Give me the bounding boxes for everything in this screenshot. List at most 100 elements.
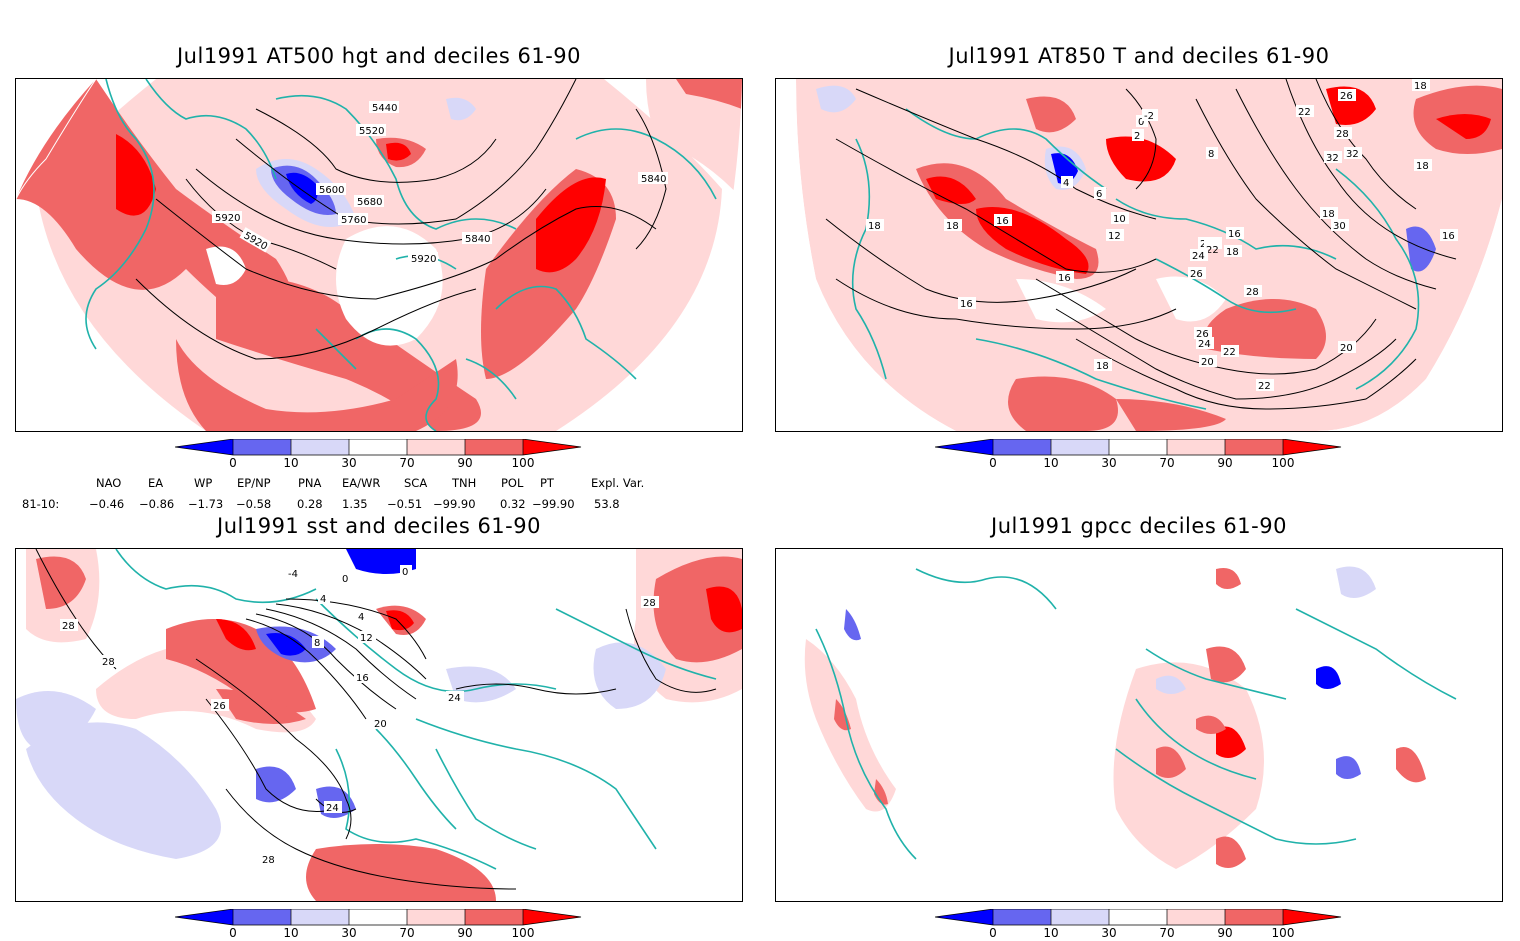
- svg-text:4: 4: [358, 612, 364, 623]
- svg-text:18: 18: [868, 221, 881, 232]
- svg-text:24: 24: [1198, 339, 1211, 350]
- index-name: NAO: [96, 476, 122, 490]
- index-value: 1.35: [342, 497, 368, 511]
- svg-text:5520: 5520: [359, 126, 384, 137]
- svg-text:0: 0: [342, 574, 348, 585]
- colorbar-label: 90: [457, 456, 473, 470]
- svg-text:28: 28: [1246, 287, 1259, 298]
- colorbar-label: 0: [229, 926, 237, 940]
- svg-text:6: 6: [1096, 189, 1102, 200]
- contour-labels: 28 28 26 24 20 16 12 8 4 4 0 -4 0 24 28 …: [60, 565, 659, 866]
- index-value: −99.90: [433, 497, 476, 511]
- colorbar-hgt500: 0 10 30 70 90 100: [175, 439, 595, 471]
- colorbar-label: 70: [399, 926, 415, 940]
- svg-text:20: 20: [374, 719, 387, 730]
- svg-text:20: 20: [1340, 343, 1353, 354]
- svg-text:8: 8: [1208, 149, 1214, 160]
- colorbar-label: 70: [399, 456, 415, 470]
- svg-text:22: 22: [1298, 107, 1311, 118]
- index-period: 81-10:: [22, 497, 60, 511]
- index-value: 0.28: [297, 497, 323, 511]
- colorbar-label: 90: [457, 926, 473, 940]
- colorbar-seg-4: [407, 439, 465, 455]
- svg-text:26: 26: [213, 701, 226, 712]
- svg-text:12: 12: [1108, 231, 1121, 242]
- colorbar-gpcc: 0 10 30 70 90 100: [935, 909, 1355, 941]
- colorbar-seg-3: [349, 439, 407, 455]
- colorbar-label: 100: [511, 456, 535, 470]
- colorbar-seg-0: [175, 439, 233, 455]
- index-name: PT: [540, 476, 554, 490]
- index-value: 0.32: [500, 497, 526, 511]
- svg-text:16: 16: [1058, 273, 1071, 284]
- colorbar-label: 100: [1271, 456, 1295, 470]
- index-name: EA: [148, 476, 164, 490]
- index-name: EP/NP: [237, 476, 271, 490]
- svg-text:18: 18: [1416, 161, 1429, 172]
- svg-text:5840: 5840: [465, 234, 490, 245]
- colorbar-label: 0: [989, 926, 997, 940]
- svg-text:0: 0: [402, 567, 408, 578]
- index-value: −0.86: [139, 497, 175, 511]
- coastlines: [815, 568, 1457, 860]
- svg-text:28: 28: [262, 855, 275, 866]
- index-value: −99.90: [532, 497, 575, 511]
- svg-text:16: 16: [1442, 231, 1455, 242]
- svg-text:16: 16: [356, 673, 369, 684]
- svg-text:28: 28: [102, 657, 115, 668]
- svg-text:28: 28: [62, 621, 75, 632]
- svg-text:24: 24: [1192, 251, 1205, 262]
- svg-text:-2: -2: [1144, 111, 1154, 122]
- svg-text:0: 0: [1138, 117, 1144, 128]
- svg-text:5600: 5600: [319, 185, 344, 196]
- svg-text:24: 24: [326, 803, 339, 814]
- svg-text:18: 18: [1096, 361, 1109, 372]
- colorbar-label: 10: [1043, 456, 1059, 470]
- index-name: POL: [501, 476, 524, 490]
- colorbar-seg-5: [465, 439, 523, 455]
- index-value: 53.8: [594, 497, 620, 511]
- svg-text:28: 28: [1336, 129, 1349, 140]
- panel-title-hgt500: Jul1991 AT500 hgt and deciles 61-90: [176, 44, 582, 68]
- colorbar-label: 10: [283, 456, 299, 470]
- svg-text:32: 32: [1326, 153, 1339, 164]
- svg-text:18: 18: [946, 221, 959, 232]
- map-panel-hgt500: 5440 5520 5600 5680 5760 5840 5920 5920 …: [15, 78, 743, 432]
- svg-text:26: 26: [1340, 91, 1353, 102]
- colorbar-label: 30: [1101, 926, 1117, 940]
- svg-text:26: 26: [1196, 329, 1209, 340]
- svg-text:10: 10: [1113, 214, 1126, 225]
- svg-text:28: 28: [643, 598, 656, 609]
- colorbar-label: 70: [1159, 456, 1175, 470]
- contour-labels: 18 18 16 16 16 12 10 6 4 2 0 -2 8 16 18 …: [866, 79, 1458, 392]
- svg-text:5440: 5440: [372, 103, 397, 114]
- svg-text:16: 16: [996, 216, 1009, 227]
- index-name: WP: [194, 476, 213, 490]
- index-name: TNH: [452, 476, 477, 490]
- contour-labels: 5440 5520 5600 5680 5760 5840 5920 5920 …: [212, 101, 668, 265]
- temperature-contours: [825, 79, 1457, 410]
- colorbar-label: 0: [989, 456, 997, 470]
- svg-text:5680: 5680: [357, 197, 382, 208]
- colorbar-sst: 0 10 30 70 90 100: [175, 909, 595, 941]
- svg-text:12: 12: [360, 633, 373, 644]
- svg-text:2: 2: [1134, 131, 1140, 142]
- coastlines: [115, 549, 717, 870]
- svg-text:5920: 5920: [411, 254, 436, 265]
- colorbar-label: 90: [1217, 456, 1233, 470]
- svg-text:8: 8: [314, 638, 320, 649]
- index-value: −0.58: [236, 497, 272, 511]
- index-name: Expl. Var.: [591, 476, 645, 490]
- index-value: −0.51: [387, 497, 423, 511]
- index-value: −0.46: [89, 497, 125, 511]
- svg-text:30: 30: [1333, 221, 1346, 232]
- svg-text:26: 26: [1190, 269, 1203, 280]
- colorbar-label: 10: [283, 926, 299, 940]
- svg-text:22: 22: [1206, 245, 1219, 256]
- svg-text:18: 18: [1322, 209, 1335, 220]
- colorbar-t850: 0 10 30 70 90 100: [935, 439, 1355, 471]
- map-panel-t850: 18 18 16 16 16 12 10 6 4 2 0 -2 8 16 18 …: [775, 78, 1503, 432]
- index-value: −1.73: [188, 497, 224, 511]
- colorbar-label: 30: [341, 926, 357, 940]
- svg-text:4: 4: [320, 594, 326, 605]
